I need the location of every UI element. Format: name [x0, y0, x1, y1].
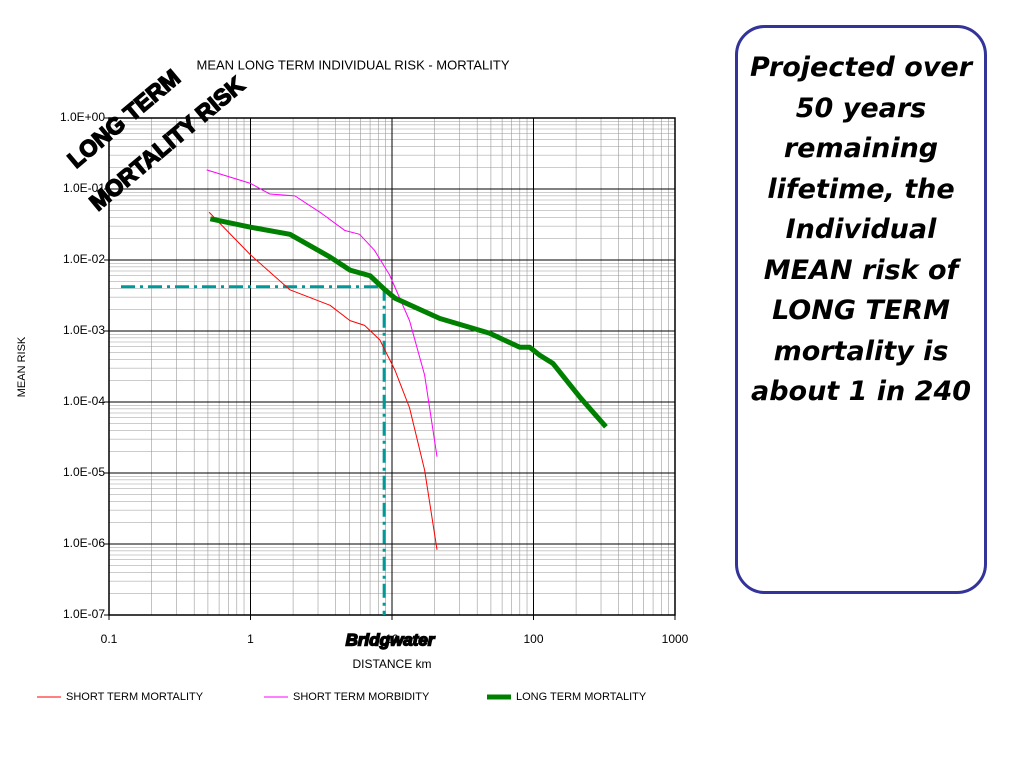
- annotation: Bridgwater: [346, 630, 436, 649]
- y-tick-label: 1.0E-05: [63, 465, 105, 479]
- chart-title: MEAN LONG TERM INDIVIDUAL RISK - MORTALI…: [196, 57, 509, 72]
- series-line: [208, 211, 438, 550]
- y-tick-label: 1.0E-02: [63, 252, 105, 266]
- legend-label: LONG TERM MORTALITY: [516, 691, 647, 703]
- y-axis-label: MEAN RISK: [16, 336, 28, 397]
- y-tick-label: 1.0E+00: [60, 110, 105, 124]
- y-tick-label: 1.0E-07: [63, 607, 105, 621]
- note-box: Projected over 50 years remaining lifeti…: [735, 25, 987, 594]
- legend-label: SHORT TERM MORTALITY: [66, 691, 204, 703]
- series-line: [206, 169, 438, 457]
- y-tick-label: 1.0E-03: [63, 323, 105, 337]
- y-tick-label: 1.0E-06: [63, 536, 105, 550]
- y-tick-label: 1.0E-04: [63, 394, 105, 408]
- x-tick-label: 0.1: [101, 632, 118, 646]
- x-tick-label: 10: [385, 632, 399, 646]
- series-line: [209, 216, 608, 429]
- chart: MEAN LONG TERM INDIVIDUAL RISK - MORTALI…: [16, 57, 689, 703]
- x-tick-label: 1000: [662, 632, 689, 646]
- x-tick-label: 100: [523, 632, 543, 646]
- legend-label: SHORT TERM MORBIDITY: [293, 691, 430, 703]
- x-tick-label: 1: [247, 632, 254, 646]
- y-tick-label: 1.0E-01: [63, 181, 105, 195]
- plot-border: [108, 117, 676, 616]
- x-axis-label: DISTANCE km: [352, 657, 431, 671]
